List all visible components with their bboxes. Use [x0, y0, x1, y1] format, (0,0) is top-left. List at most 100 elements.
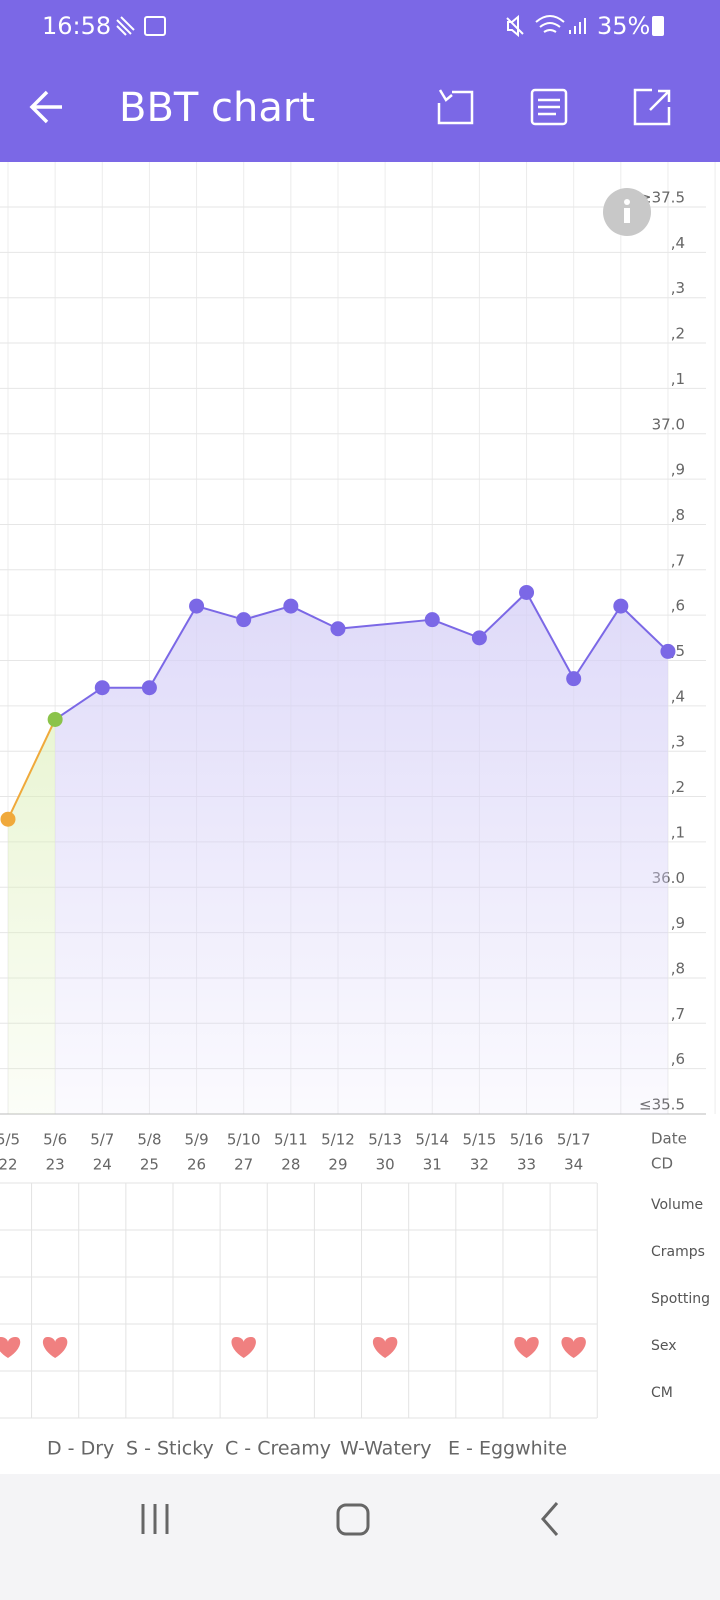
area: [620, 606, 668, 1114]
point: [189, 598, 205, 614]
point: [471, 630, 487, 646]
line-segment: [148, 605, 198, 689]
line-segment: [7, 719, 57, 820]
y-tick-label: ,8: [671, 506, 685, 524]
line-segment: [337, 618, 433, 630]
point: [330, 621, 346, 637]
cd-label: 26: [187, 1156, 206, 1174]
area: [102, 687, 150, 1114]
info-button[interactable]: [603, 188, 651, 236]
nav-buttons: [141, 1502, 559, 1536]
x-tick-label: 5/12: [321, 1131, 355, 1149]
legend-item: D - Dry: [47, 1438, 114, 1460]
x-tick-label: 5/16: [510, 1131, 544, 1149]
x-tick-label: 5/13: [368, 1131, 402, 1149]
y-tick-label: ,7: [671, 1005, 685, 1023]
app-bar: [0, 0, 720, 162]
y-tick-label: ,3: [671, 279, 685, 297]
battery-icon: [652, 16, 664, 36]
cd-label: 28: [281, 1156, 300, 1174]
cm-legend: D - Dry S - Sticky C - Creamy W-Watery E - E…: [47, 1438, 567, 1460]
heart-icon: [372, 1336, 398, 1358]
point: [0, 811, 16, 827]
y-tick-label: ,6: [671, 597, 685, 615]
symptom-row-label: Sex: [651, 1338, 677, 1354]
line-segment: [196, 605, 244, 621]
y-tick-label: ,7: [671, 551, 685, 569]
point: [94, 680, 110, 696]
x-tick-label: 5/7: [90, 1131, 114, 1149]
heart-icon: [561, 1336, 586, 1358]
area: [196, 606, 244, 1114]
nav-bar: [0, 1474, 720, 1600]
area: [55, 687, 103, 1114]
status-icons: [116, 14, 586, 38]
y-tick-label: ,9: [671, 914, 685, 932]
y-tick-label: ,6: [671, 1050, 685, 1068]
point: [660, 643, 676, 659]
y-tick-label: ,3: [671, 733, 685, 751]
cd-label: 30: [376, 1156, 395, 1174]
x-tick-label: 5/10: [227, 1131, 261, 1149]
nav-back-button[interactable]: [541, 1502, 559, 1536]
y-tick-label: ,2: [671, 778, 685, 796]
app-title: BBT chart: [119, 85, 315, 131]
recents-button[interactable]: [141, 1504, 169, 1534]
area: [526, 592, 574, 1114]
x-tick-label: 5/8: [137, 1131, 161, 1149]
point: [424, 612, 440, 628]
point: [283, 598, 299, 614]
cd-label: 33: [517, 1156, 536, 1174]
cd-label: 34: [564, 1156, 583, 1174]
symptom-row-label: Volume: [651, 1197, 703, 1213]
x-tick-label: 5/5: [0, 1131, 20, 1149]
cd-label: 22: [0, 1156, 18, 1174]
import-button[interactable]: [437, 89, 474, 125]
cd-label: 27: [234, 1156, 253, 1174]
x-tick-label: 5/6: [43, 1131, 67, 1149]
point: [47, 711, 63, 727]
point: [566, 671, 582, 687]
line-segment: [243, 605, 292, 621]
back-button[interactable]: [29, 90, 62, 124]
cd-label: 24: [93, 1156, 112, 1174]
heart-icon: [514, 1336, 539, 1358]
list-button[interactable]: [530, 88, 568, 126]
y-tick-label: ,5: [671, 642, 685, 660]
symptom-row-label: CM: [651, 1385, 673, 1401]
area: [149, 606, 197, 1114]
y-tick-label: ,1: [671, 370, 685, 388]
share-button[interactable]: [633, 88, 671, 126]
x-tick-label: 5/9: [184, 1131, 208, 1149]
y-tick-label: ,1: [671, 823, 685, 841]
point: [613, 598, 629, 614]
x-tick-label: 5/11: [274, 1131, 308, 1149]
line-segment: [572, 605, 622, 680]
cd-label: 25: [140, 1156, 159, 1174]
line-segment: [525, 591, 575, 680]
y-tick-label: ,2: [671, 325, 685, 343]
legend-item: S - Sticky: [126, 1438, 214, 1460]
x-tick-label: 5/17: [557, 1131, 591, 1149]
cd-label: 32: [470, 1156, 489, 1174]
heart-icon: [0, 1336, 21, 1358]
status-time: 16:58: [42, 12, 111, 40]
y-tick-label: ,9: [671, 461, 685, 479]
heart-icon: [42, 1336, 68, 1358]
cd-row-label: CD: [651, 1155, 673, 1173]
legend-item: C - Creamy: [225, 1438, 331, 1460]
line-segment: [290, 605, 339, 630]
y-tick-label: ≥37.5: [639, 189, 685, 207]
cd-label: 31: [423, 1156, 442, 1174]
point: [141, 680, 157, 696]
y-tick-label: ,8: [671, 959, 685, 977]
cd-label: 29: [328, 1156, 347, 1174]
chart: ≤35.5,6,7,8,936.0,1,2,3,4,5,6,7,8,937.0,…: [0, 162, 720, 1178]
legend-item: E - Eggwhite: [448, 1438, 567, 1460]
home-button[interactable]: [336, 1503, 370, 1536]
line-segment: [431, 618, 480, 639]
y-tick-label: ,4: [671, 234, 685, 252]
toolbar-icons: [437, 88, 671, 126]
